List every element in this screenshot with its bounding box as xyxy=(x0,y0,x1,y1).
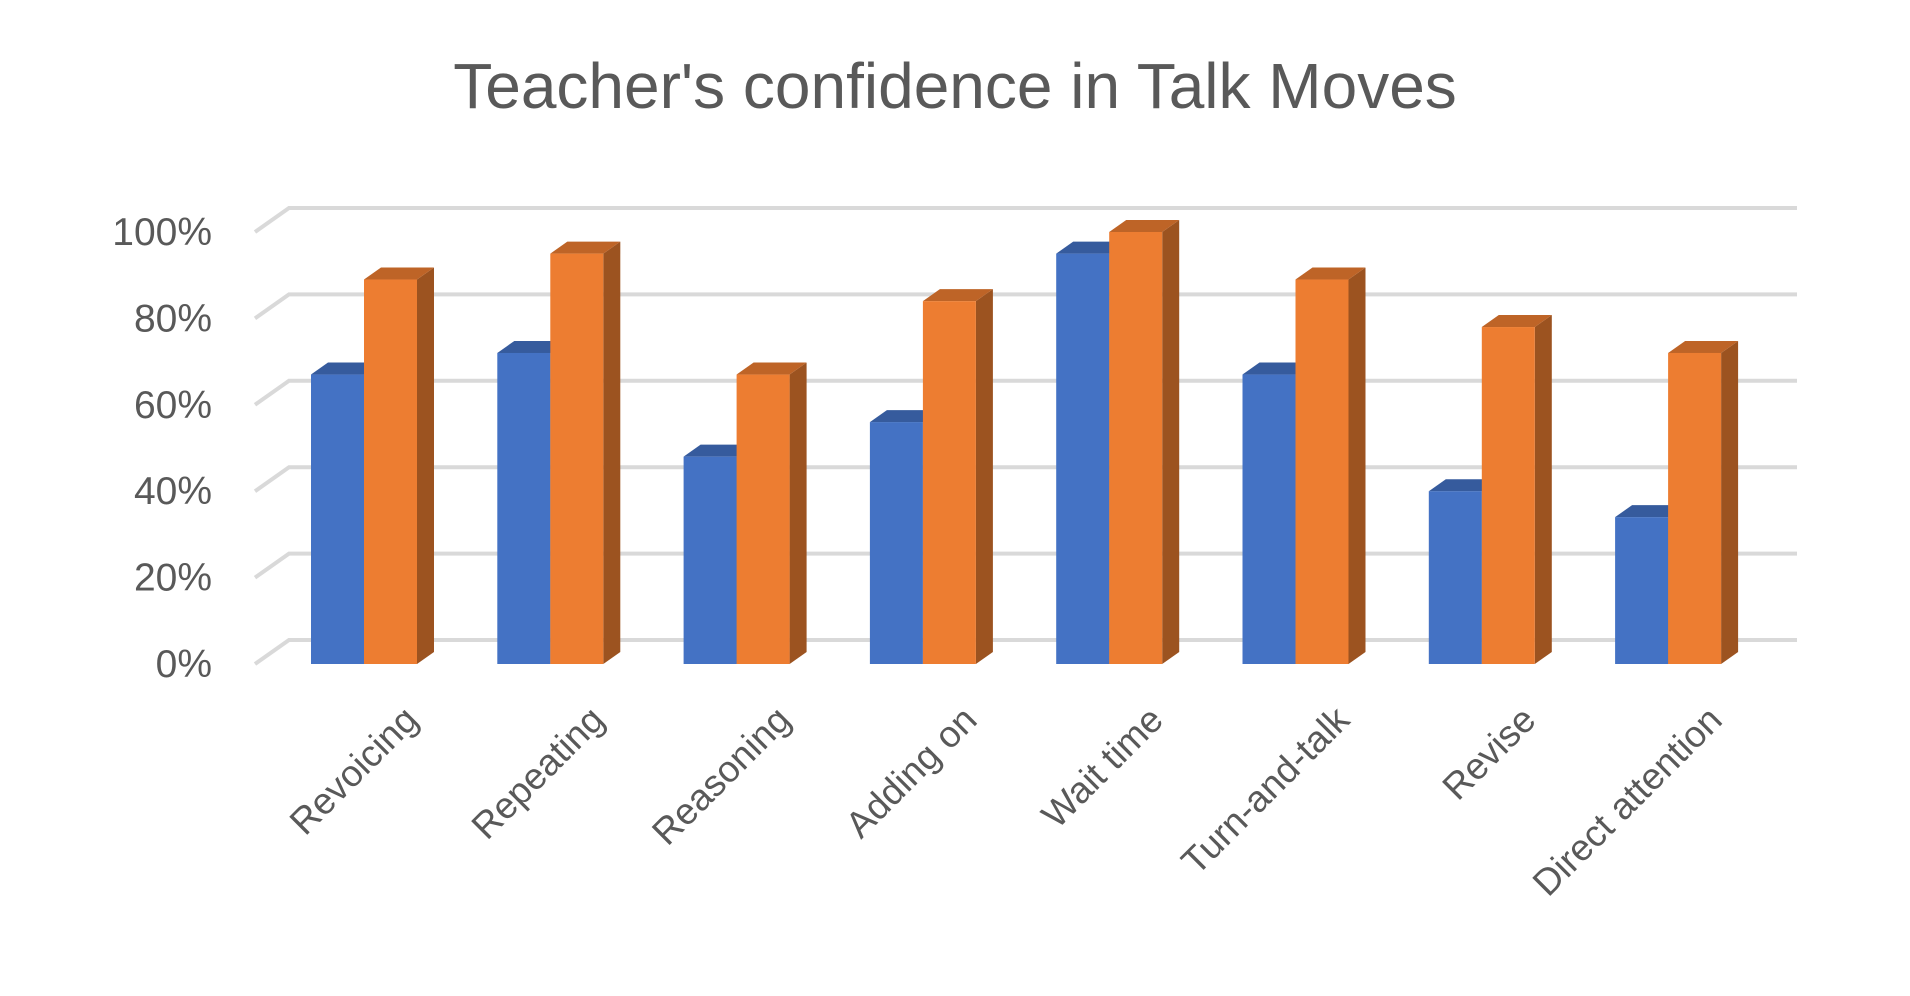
bar-top xyxy=(311,362,381,375)
bar-top xyxy=(1295,267,1366,280)
bar-side xyxy=(1348,267,1366,664)
bar-front xyxy=(1056,253,1110,664)
gridline xyxy=(253,206,1797,234)
gridline xyxy=(253,638,1797,666)
bar-front xyxy=(1428,491,1482,664)
bar-top xyxy=(1668,340,1739,353)
x-category-label: Turn-and-talk xyxy=(1174,698,1358,882)
bar xyxy=(1109,220,1180,664)
bar-side xyxy=(975,289,993,664)
y-axis-tick-labels: 0% 20% 40% 60% 80% 100% xyxy=(112,211,212,686)
bar xyxy=(922,289,993,664)
bar xyxy=(736,362,807,664)
y-tick-label: 60% xyxy=(134,384,212,427)
x-category-label: Reasoning xyxy=(644,699,798,853)
bar-side xyxy=(1162,220,1180,664)
y-tick-label: 40% xyxy=(134,470,212,513)
y-tick-label: 80% xyxy=(134,297,212,340)
bar-front xyxy=(364,279,417,664)
chart-title: Teacher's confidence in Talk Moves xyxy=(453,50,1457,122)
bar xyxy=(1295,267,1366,664)
bar-side xyxy=(1534,315,1552,664)
bar-top xyxy=(1242,362,1313,375)
bar-front xyxy=(1242,374,1296,664)
bar-front xyxy=(1109,232,1163,664)
bar-front xyxy=(922,301,976,664)
bars xyxy=(311,220,1739,664)
gridline xyxy=(253,551,1797,580)
bar-top xyxy=(497,340,568,353)
bar-side xyxy=(789,362,807,664)
bar-top xyxy=(1615,505,1686,518)
bar-front xyxy=(683,456,737,664)
bar-front xyxy=(311,374,364,664)
bar-top xyxy=(1428,479,1499,492)
bar-front xyxy=(1668,352,1722,664)
bar-top xyxy=(364,267,434,280)
bar-top xyxy=(922,289,993,302)
bar-front xyxy=(1481,327,1535,664)
bar xyxy=(1481,315,1552,664)
bar-top xyxy=(683,444,754,457)
gridlines xyxy=(253,206,1797,666)
y-tick-label: 100% xyxy=(112,211,212,254)
bar xyxy=(364,267,434,664)
y-tick-label: 20% xyxy=(134,557,212,600)
x-category-label: Adding on xyxy=(838,699,985,846)
x-category-label: Direct attention xyxy=(1525,699,1730,904)
x-category-label: Revoicing xyxy=(282,699,426,843)
bar-side xyxy=(417,267,434,664)
x-category-label: Revise xyxy=(1434,699,1543,808)
bar-top xyxy=(736,362,807,375)
bar-side xyxy=(603,241,621,664)
bar-front xyxy=(550,253,604,664)
bar-top xyxy=(550,241,621,254)
bar-side xyxy=(1721,340,1739,664)
gridline xyxy=(253,378,1797,407)
bar xyxy=(1668,340,1739,664)
x-category-label: Repeating xyxy=(464,699,612,847)
x-axis-category-labels: Revoicing Repeating Reasoning Adding on Wait… xyxy=(282,698,1730,903)
bar-front xyxy=(1295,279,1349,664)
x-category-label: Wait time xyxy=(1034,699,1171,836)
bar-front xyxy=(869,422,923,664)
bar-front xyxy=(497,352,551,664)
gridline xyxy=(253,292,1797,321)
bar-front xyxy=(736,374,790,664)
bar-front xyxy=(1615,517,1669,664)
bar-top xyxy=(1481,315,1552,328)
bar xyxy=(550,241,621,664)
bar-top xyxy=(1109,220,1180,232)
y-tick-label: 0% xyxy=(156,643,212,686)
bar-top xyxy=(1056,241,1127,254)
bar-top xyxy=(869,410,940,423)
gridline xyxy=(253,465,1797,493)
